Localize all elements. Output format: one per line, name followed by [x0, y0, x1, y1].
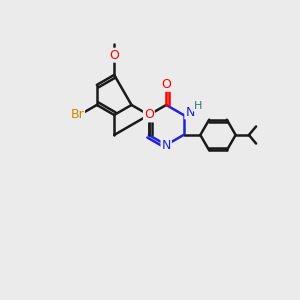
Text: N: N: [161, 139, 171, 152]
Text: H: H: [194, 100, 202, 110]
Text: O: O: [161, 78, 171, 91]
Text: O: O: [144, 109, 154, 122]
Text: Br: Br: [70, 108, 84, 121]
Text: N: N: [185, 106, 195, 118]
Text: O: O: [109, 49, 119, 62]
